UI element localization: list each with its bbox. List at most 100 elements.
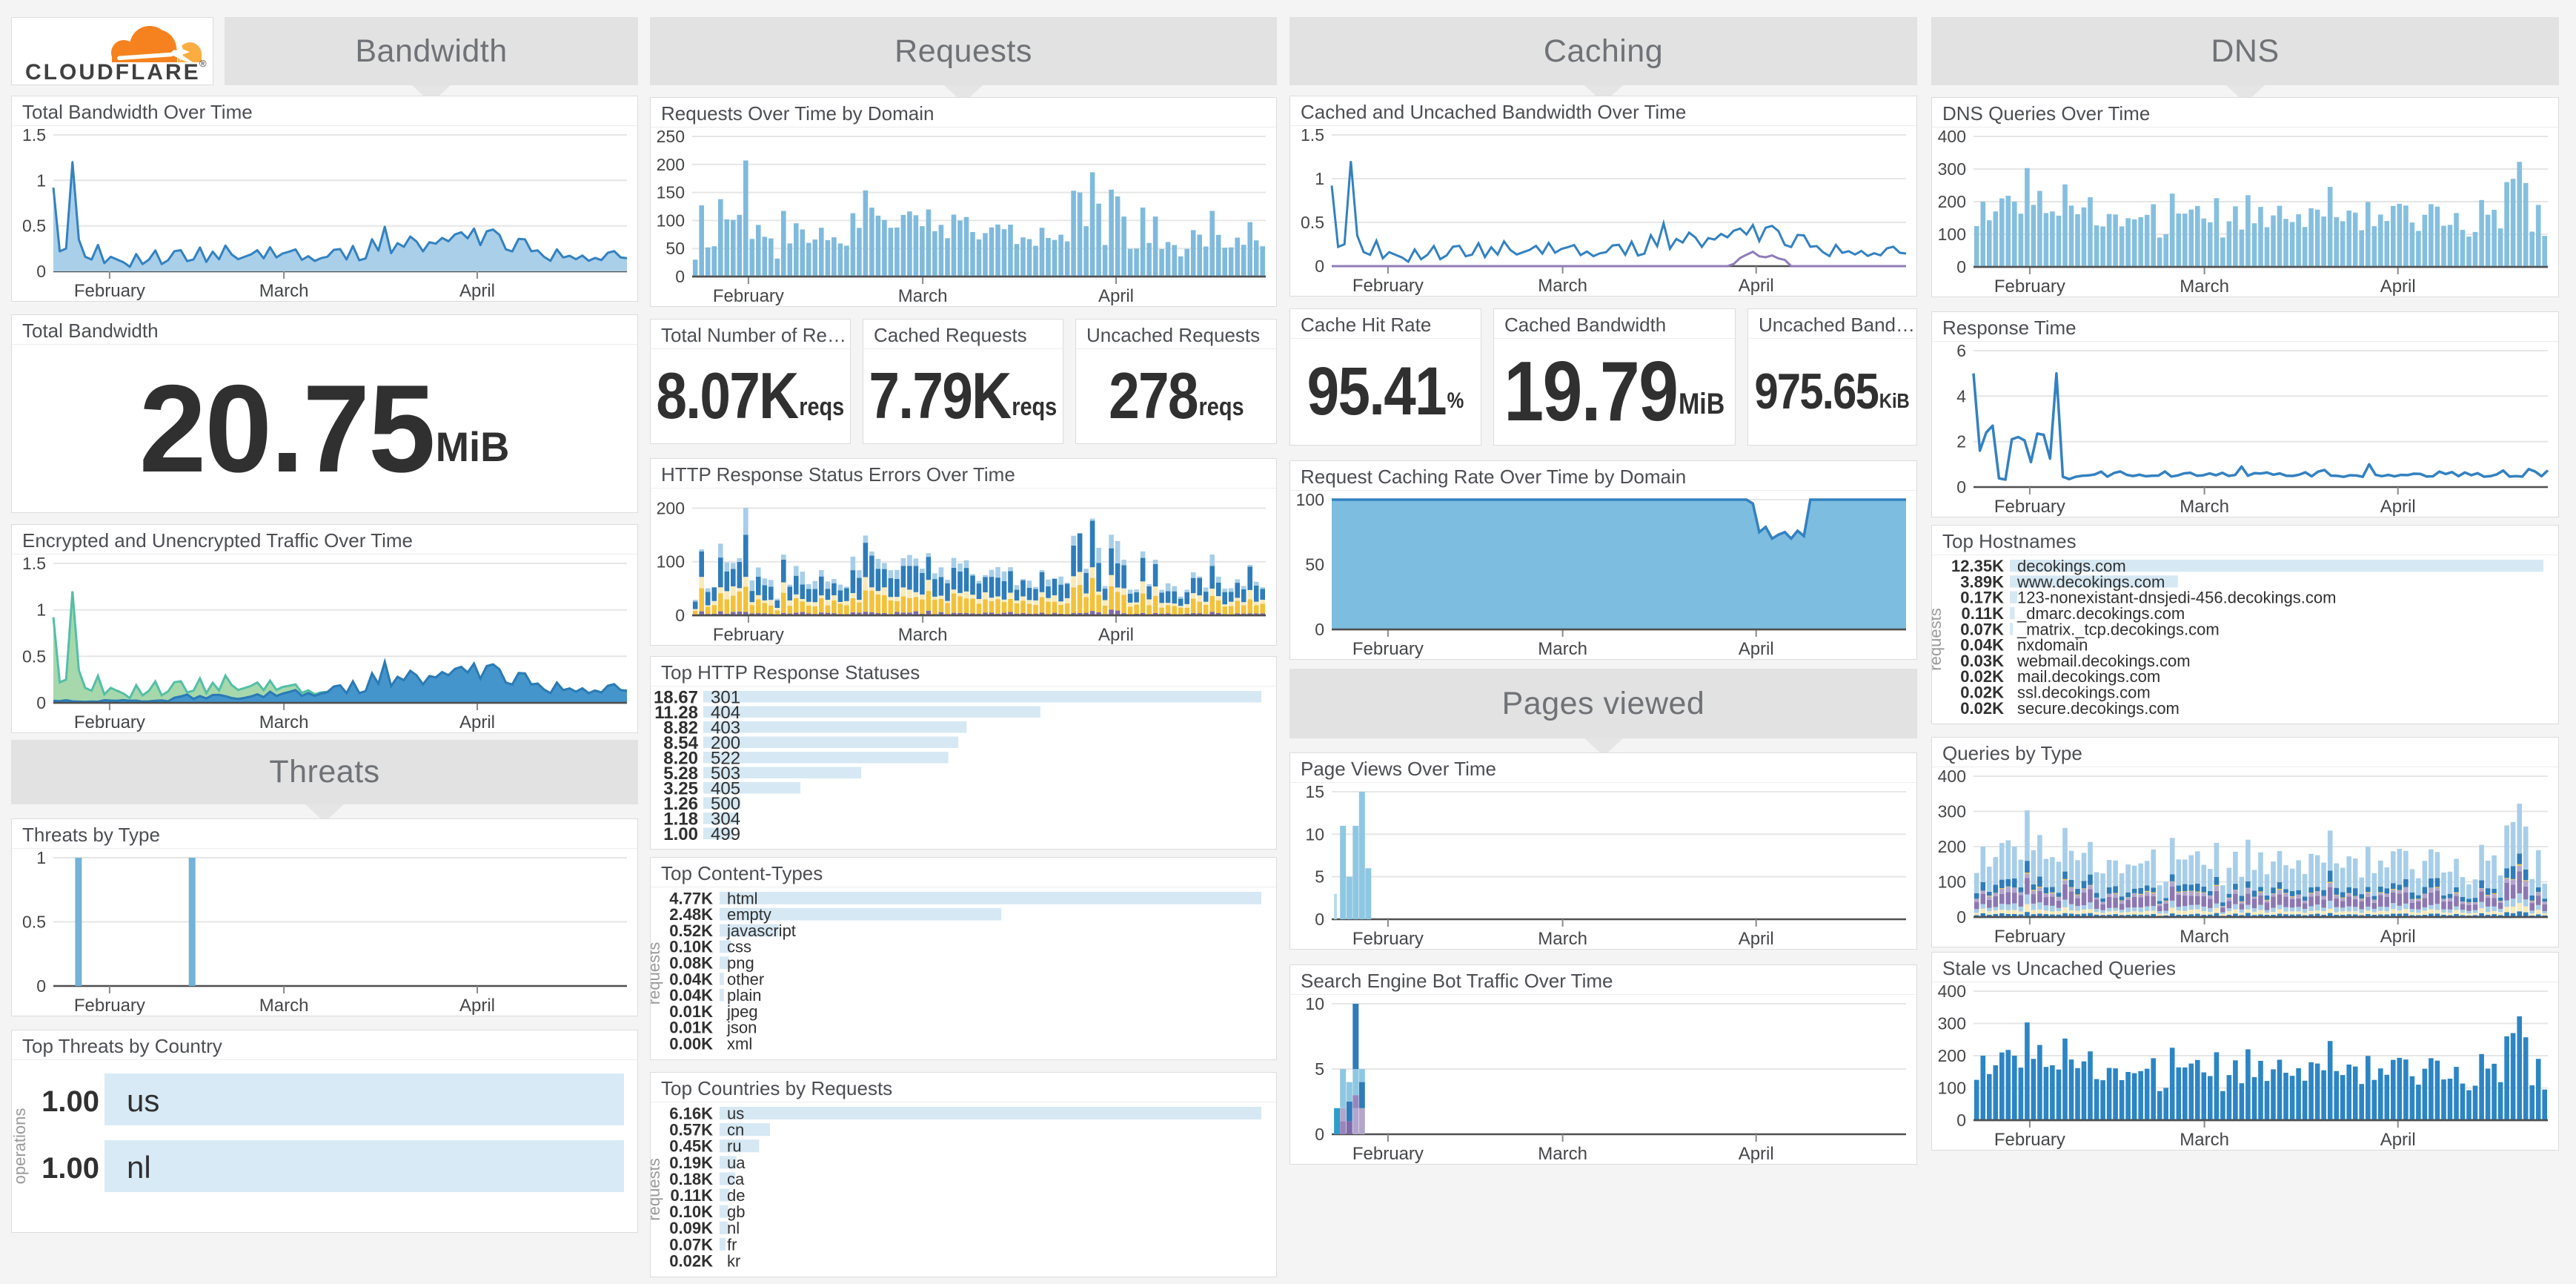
svg-text:15: 15 bbox=[1305, 783, 1324, 801]
svg-text:100: 100 bbox=[1938, 873, 1966, 892]
svg-text:ua: ua bbox=[727, 1154, 746, 1172]
svg-text:plain: plain bbox=[727, 986, 761, 1005]
svg-text:nl: nl bbox=[127, 1150, 151, 1185]
svg-text:_matrix._tcp.decokings.com: _matrix._tcp.decokings.com bbox=[2016, 620, 2220, 638]
svg-text:200: 200 bbox=[1938, 192, 1966, 211]
svg-text:200: 200 bbox=[1938, 1046, 1966, 1065]
svg-text:0.03K: 0.03K bbox=[1960, 652, 2004, 670]
svg-text:April: April bbox=[1739, 1144, 1774, 1164]
svg-text:2: 2 bbox=[1956, 432, 1966, 451]
svg-text:1: 1 bbox=[36, 600, 46, 620]
svg-text:50: 50 bbox=[665, 239, 685, 258]
svg-text:March: March bbox=[1538, 276, 1587, 296]
svg-text:1.00: 1.00 bbox=[42, 1085, 99, 1118]
svg-text:xml: xml bbox=[727, 1035, 752, 1053]
svg-text:404: 404 bbox=[711, 703, 740, 723]
svg-text:6.16K: 6.16K bbox=[669, 1105, 713, 1123]
svg-text:0: 0 bbox=[1956, 907, 1966, 927]
svg-text:us: us bbox=[727, 1105, 744, 1123]
svg-text:500: 500 bbox=[711, 794, 740, 814]
svg-text:other: other bbox=[727, 970, 764, 988]
svg-text:0.5: 0.5 bbox=[22, 646, 46, 666]
svg-text:5: 5 bbox=[1315, 867, 1324, 887]
svg-text:0.11K: 0.11K bbox=[1962, 604, 2005, 623]
svg-text:April: April bbox=[459, 712, 495, 732]
svg-text:_dmarc.decokings.com: _dmarc.decokings.com bbox=[2016, 604, 2185, 623]
svg-text:1: 1 bbox=[36, 171, 46, 190]
svg-text:0.5: 0.5 bbox=[22, 216, 46, 236]
svg-text:css: css bbox=[727, 938, 751, 956]
svg-text:250: 250 bbox=[657, 128, 685, 146]
svg-text:0.08K: 0.08K bbox=[669, 954, 713, 973]
svg-text:April: April bbox=[1739, 929, 1774, 949]
svg-text:operations: operations bbox=[12, 1108, 29, 1185]
svg-text:0.10K: 0.10K bbox=[669, 938, 713, 956]
svg-text:April: April bbox=[459, 996, 495, 1016]
svg-text:1: 1 bbox=[1315, 169, 1324, 188]
svg-text:100: 100 bbox=[657, 211, 685, 230]
svg-text:0: 0 bbox=[36, 262, 46, 281]
svg-text:March: March bbox=[2180, 497, 2229, 517]
svg-text:200: 200 bbox=[1938, 837, 1966, 856]
svg-text:February: February bbox=[74, 281, 145, 301]
svg-text:February: February bbox=[713, 625, 784, 645]
svg-text:February: February bbox=[1352, 1144, 1424, 1164]
svg-text:ca: ca bbox=[727, 1170, 745, 1188]
svg-text:April: April bbox=[1098, 625, 1134, 645]
svg-text:0.19K: 0.19K bbox=[669, 1154, 713, 1172]
svg-text:decokings.com: decokings.com bbox=[2017, 557, 2126, 575]
svg-text:nl: nl bbox=[727, 1219, 740, 1237]
svg-text:0: 0 bbox=[675, 267, 685, 286]
svg-text:123-nonexistant-dnsjedi-456.de: 123-nonexistant-dnsjedi-456.decokings.co… bbox=[2017, 589, 2336, 607]
svg-text:February: February bbox=[1994, 927, 2065, 947]
svg-text:jpeg: jpeg bbox=[726, 1002, 758, 1021]
svg-text:February: February bbox=[1994, 497, 2065, 517]
svg-text:1.5: 1.5 bbox=[22, 126, 46, 145]
svg-text:0.5: 0.5 bbox=[22, 913, 46, 932]
svg-text:200: 200 bbox=[657, 499, 685, 518]
svg-text:10: 10 bbox=[1305, 824, 1324, 844]
svg-text:mail.decokings.com: mail.decokings.com bbox=[2017, 667, 2160, 686]
svg-text:requests: requests bbox=[651, 942, 663, 1005]
svg-text:0: 0 bbox=[675, 606, 685, 625]
svg-text:cn: cn bbox=[727, 1121, 744, 1139]
svg-text:0: 0 bbox=[1956, 477, 1966, 497]
svg-text:0.07K: 0.07K bbox=[669, 1235, 713, 1254]
svg-text:March: March bbox=[259, 712, 309, 732]
svg-text:8.54: 8.54 bbox=[663, 733, 698, 753]
svg-text:522: 522 bbox=[711, 748, 740, 768]
svg-text:February: February bbox=[1352, 276, 1424, 296]
svg-text:®: ® bbox=[199, 58, 207, 69]
svg-text:secure.decokings.com: secure.decokings.com bbox=[2017, 699, 2180, 718]
svg-text:webmail.decokings.com: webmail.decokings.com bbox=[2016, 652, 2191, 670]
svg-text:www.decokings.com: www.decokings.com bbox=[2016, 572, 2165, 591]
svg-text:503: 503 bbox=[711, 764, 740, 784]
svg-text:300: 300 bbox=[1938, 802, 1966, 821]
svg-text:April: April bbox=[2380, 1130, 2416, 1150]
svg-text:0.02K: 0.02K bbox=[1960, 684, 2004, 702]
svg-text:405: 405 bbox=[711, 778, 740, 798]
svg-text:10: 10 bbox=[1305, 995, 1324, 1013]
svg-text:March: March bbox=[2180, 1130, 2229, 1150]
svg-text:0: 0 bbox=[36, 693, 46, 712]
svg-text:2.48K: 2.48K bbox=[669, 905, 713, 924]
svg-text:April: April bbox=[1739, 639, 1774, 659]
svg-text:0: 0 bbox=[36, 976, 46, 996]
svg-text:March: March bbox=[2180, 277, 2229, 297]
svg-text:0.10K: 0.10K bbox=[669, 1202, 713, 1221]
svg-text:February: February bbox=[713, 286, 784, 306]
svg-text:100: 100 bbox=[1296, 491, 1324, 509]
svg-text:0: 0 bbox=[1315, 1125, 1324, 1144]
svg-text:0: 0 bbox=[1956, 1111, 1966, 1130]
svg-text:400: 400 bbox=[1938, 128, 1966, 146]
svg-text:1.5: 1.5 bbox=[22, 555, 46, 573]
svg-text:requests: requests bbox=[1932, 608, 1945, 670]
svg-text:0.01K: 0.01K bbox=[669, 1019, 713, 1037]
svg-text:100: 100 bbox=[1938, 225, 1966, 244]
svg-text:403: 403 bbox=[711, 718, 740, 738]
svg-text:300: 300 bbox=[1938, 1014, 1966, 1033]
svg-text:6: 6 bbox=[1956, 342, 1966, 360]
svg-text:0: 0 bbox=[1315, 910, 1324, 929]
svg-text:kr: kr bbox=[727, 1251, 740, 1270]
svg-text:0: 0 bbox=[1315, 620, 1324, 639]
